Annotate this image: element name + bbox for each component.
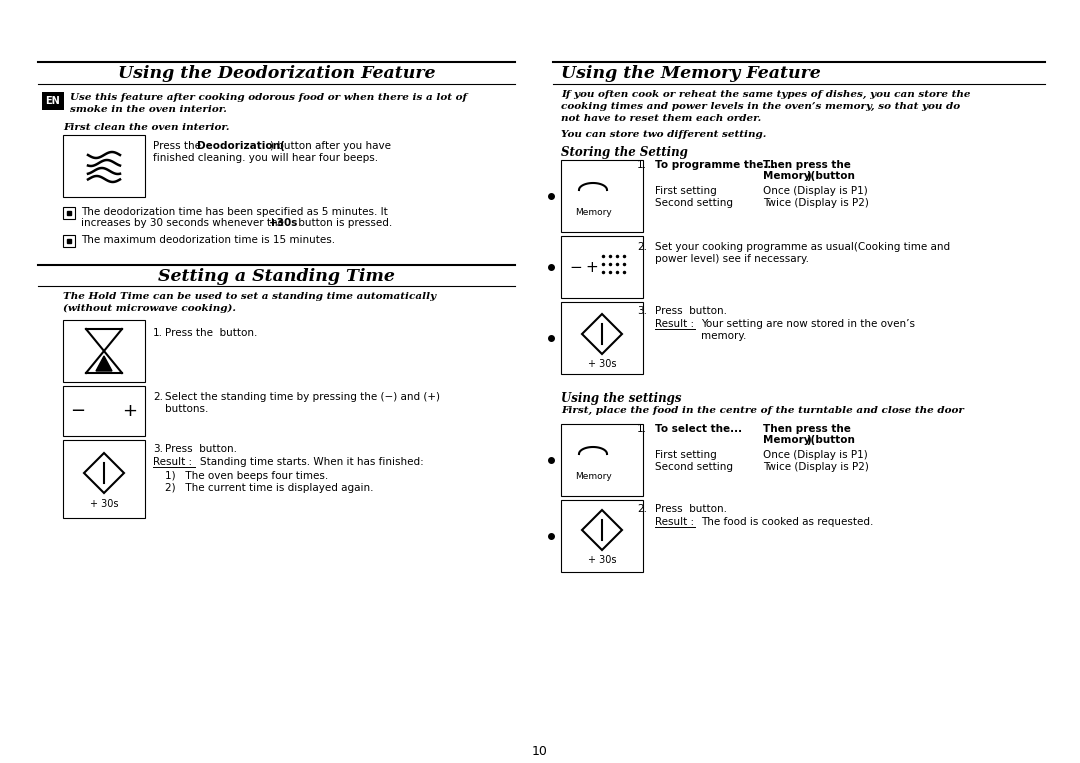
Text: Deodorization(: Deodorization(: [197, 141, 285, 151]
Text: finished cleaning. you will hear four beeps.: finished cleaning. you will hear four be…: [153, 153, 378, 163]
Text: 2.: 2.: [153, 392, 163, 402]
Text: 10: 10: [532, 745, 548, 758]
Bar: [63, 235, 75, 247]
Text: +30s: +30s: [269, 218, 298, 228]
Text: Twice (Display is P2): Twice (Display is P2): [762, 462, 869, 472]
Bar: [42, 92, 64, 110]
Text: First setting: First setting: [654, 450, 717, 460]
Text: 2.: 2.: [637, 504, 647, 514]
Text: Press  button.: Press button.: [654, 306, 727, 316]
Text: 1.: 1.: [153, 328, 163, 338]
Text: Press  button.: Press button.: [165, 444, 237, 454]
Text: Result :: Result :: [654, 319, 694, 329]
Text: Memory(: Memory(: [762, 435, 815, 445]
Text: ) button: ) button: [807, 435, 855, 445]
Text: +: +: [122, 402, 137, 420]
Text: 1.: 1.: [637, 160, 647, 170]
Text: First clean the oven interior.: First clean the oven interior.: [63, 123, 229, 132]
Bar: [63, 320, 145, 382]
Text: Set your cooking programme as usual(Cooking time and: Set your cooking programme as usual(Cook…: [654, 242, 950, 252]
Text: You can store two different setting.: You can store two different setting.: [561, 130, 767, 139]
Bar: [561, 236, 643, 298]
Bar: [561, 160, 643, 232]
Bar: [63, 386, 145, 436]
Text: 1)   The oven beeps four times.: 1) The oven beeps four times.: [165, 471, 328, 481]
Polygon shape: [96, 356, 112, 371]
Text: (without microwave cooking).: (without microwave cooking).: [63, 304, 237, 313]
Text: Select the standing time by pressing the (−) and (+): Select the standing time by pressing the…: [165, 392, 440, 402]
Text: Then press the: Then press the: [762, 160, 851, 170]
Text: To select the...: To select the...: [654, 424, 742, 434]
Text: Using the Deodorization Feature: Using the Deodorization Feature: [118, 65, 435, 82]
Text: Using the Memory Feature: Using the Memory Feature: [561, 65, 821, 82]
Text: 2)   The current time is displayed again.: 2) The current time is displayed again.: [165, 483, 374, 493]
Text: Second setting: Second setting: [654, 462, 733, 472]
Text: Memory: Memory: [575, 208, 611, 217]
Text: power level) see if necessary.: power level) see if necessary.: [654, 254, 809, 264]
Text: + 30s: + 30s: [588, 359, 617, 369]
Text: −: −: [569, 259, 582, 275]
Text: cooking times and power levels in the oven’s memory, so that you do: cooking times and power levels in the ov…: [561, 102, 960, 111]
Text: Result :: Result :: [153, 457, 192, 467]
Text: First, place the food in the centre of the turntable and close the door: First, place the food in the centre of t…: [561, 406, 963, 415]
Text: Use this feature after cooking odorous food or when there is a lot of: Use this feature after cooking odorous f…: [70, 93, 467, 102]
Text: not have to reset them each order.: not have to reset them each order.: [561, 114, 761, 123]
Text: +: +: [585, 259, 597, 275]
Text: If you often cook or reheat the same types of dishes, you can store the: If you often cook or reheat the same typ…: [561, 90, 971, 99]
Text: smoke in the oven interior.: smoke in the oven interior.: [70, 105, 227, 114]
Text: Memory(: Memory(: [762, 171, 815, 181]
Bar: [561, 302, 643, 374]
Text: Standing time starts. When it has finished:: Standing time starts. When it has finish…: [200, 457, 423, 467]
Text: Your setting are now stored in the oven’s: Your setting are now stored in the oven’…: [701, 319, 915, 329]
Text: The Hold Time can be used to set a standing time automatically: The Hold Time can be used to set a stand…: [63, 292, 436, 301]
Text: memory.: memory.: [701, 331, 746, 341]
Text: Storing the Setting: Storing the Setting: [561, 146, 688, 159]
Text: Using the settings: Using the settings: [561, 392, 681, 405]
Text: EN: EN: [45, 96, 60, 106]
Text: ) button: ) button: [807, 171, 855, 181]
Bar: [63, 440, 145, 518]
Text: ) button after you have: ) button after you have: [270, 141, 391, 151]
Text: buttons.: buttons.: [165, 404, 208, 414]
Text: Press the  button.: Press the button.: [165, 328, 257, 338]
Text: button is pressed.: button is pressed.: [295, 218, 392, 228]
Text: Once (Display is P1): Once (Display is P1): [762, 186, 867, 196]
Text: −: −: [70, 402, 85, 420]
Bar: [561, 424, 643, 496]
Bar: [63, 207, 75, 219]
Bar: [561, 500, 643, 572]
Text: Memory: Memory: [575, 472, 611, 481]
Text: The maximum deodorization time is 15 minutes.: The maximum deodorization time is 15 min…: [81, 235, 335, 245]
Text: The food is cooked as requested.: The food is cooked as requested.: [701, 517, 874, 527]
Text: 2.: 2.: [637, 242, 647, 252]
Text: Second setting: Second setting: [654, 198, 733, 208]
Bar: [63, 135, 145, 197]
Text: + 30s: + 30s: [90, 499, 118, 509]
Text: First setting: First setting: [654, 186, 717, 196]
Text: Press  button.: Press button.: [654, 504, 727, 514]
Text: 1.: 1.: [637, 424, 647, 434]
Text: Then press the: Then press the: [762, 424, 851, 434]
Text: To programme the...: To programme the...: [654, 160, 775, 170]
Text: Press the: Press the: [153, 141, 204, 151]
Text: 3.: 3.: [637, 306, 647, 316]
Text: Result :: Result :: [654, 517, 694, 527]
Text: Once (Display is P1): Once (Display is P1): [762, 450, 867, 460]
Text: + 30s: + 30s: [588, 555, 617, 565]
Text: Twice (Display is P2): Twice (Display is P2): [762, 198, 869, 208]
Text: 3.: 3.: [153, 444, 163, 454]
Text: increases by 30 seconds whenever the: increases by 30 seconds whenever the: [81, 218, 287, 228]
Text: The deodorization time has been specified as 5 minutes. It: The deodorization time has been specifie…: [81, 207, 388, 217]
Text: Setting a Standing Time: Setting a Standing Time: [158, 268, 395, 285]
